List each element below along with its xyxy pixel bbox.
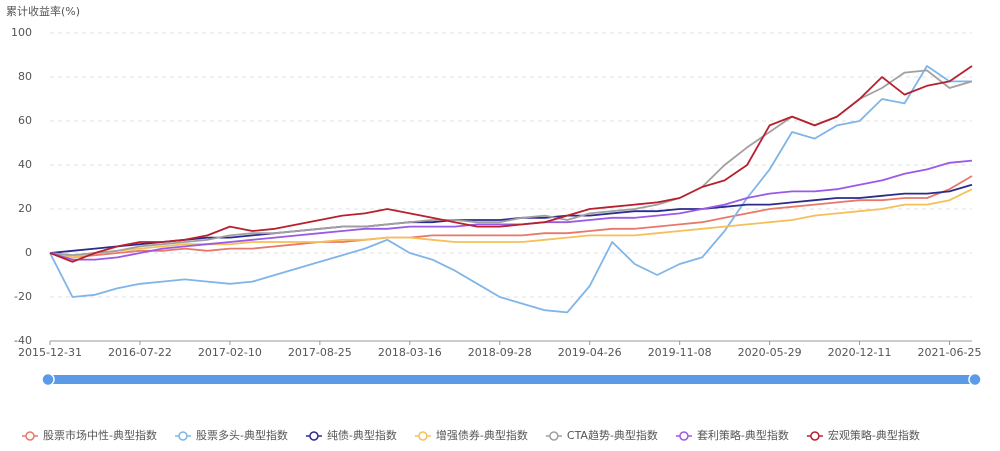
legend-marker [549,431,559,441]
legend-item[interactable]: 宏观策略-典型指数 [806,428,920,442]
y-tick-label: 0 [25,246,32,259]
legend-marker [25,431,35,441]
x-tick-label: 2019-04-26 [558,346,622,359]
x-tick-label: 2017-02-10 [198,346,262,359]
y-tick-label: 20 [18,202,32,215]
y-tick-label: 80 [18,70,32,83]
slider-handle[interactable] [968,372,982,387]
x-tick-label: 2015-12-31 [18,346,82,359]
legend-label: 增强债券-典型指数 [436,428,528,442]
legend-item[interactable]: 增强债券-典型指数 [414,428,528,442]
y-tick-label: 100 [11,26,32,39]
data-zoom-slider[interactable] [41,372,982,387]
slider-handle[interactable] [41,372,55,387]
legend-item[interactable]: 纯债-典型指数 [305,428,397,442]
x-tick-label: 2020-12-11 [828,346,892,359]
y-tick-label: 60 [18,114,32,127]
x-tick-label: 2018-09-28 [468,346,532,359]
legend-item[interactable]: 股票多头-典型指数 [174,428,288,442]
series-line [49,159,973,261]
series-line [49,183,973,254]
y-tick-label: -20 [14,290,32,303]
x-tick-label: 2019-11-08 [648,346,712,359]
legend-item[interactable]: 套利策略-典型指数 [675,428,789,442]
x-tick-label: 2020-05-29 [738,346,802,359]
series-line [49,69,973,257]
series-line [49,65,972,314]
legend-label: 纯债-典型指数 [327,428,397,442]
slider-bar[interactable] [48,375,975,384]
series-line [49,188,973,259]
x-tick-label: 2021-06-25 [918,346,982,359]
legend-item[interactable]: 股票市场中性-典型指数 [22,428,157,442]
legend-marker [309,431,319,441]
x-tick-label: 2016-07-22 [108,346,172,359]
legend-label: 套利策略-典型指数 [697,428,789,442]
legend-label: 股票多头-典型指数 [196,428,288,442]
legend-marker [810,431,820,441]
legend-item[interactable]: CTA趋势-典型指数 [545,428,658,442]
y-tick-label: -40 [14,334,32,347]
x-tick-label: 2017-08-25 [288,346,352,359]
series-line [49,175,973,259]
legend-marker [178,431,188,441]
legend-label: 宏观策略-典型指数 [828,428,920,442]
y-tick-label: 40 [18,158,32,171]
chart-title: 累计收益率(%) [6,4,80,18]
x-tick-label: 2018-03-16 [378,346,442,359]
legend-marker [418,431,428,441]
legend-label: 股票市场中性-典型指数 [43,428,157,442]
series-line [49,65,973,263]
legend-label: CTA趋势-典型指数 [567,428,658,442]
legend-marker [679,431,689,441]
